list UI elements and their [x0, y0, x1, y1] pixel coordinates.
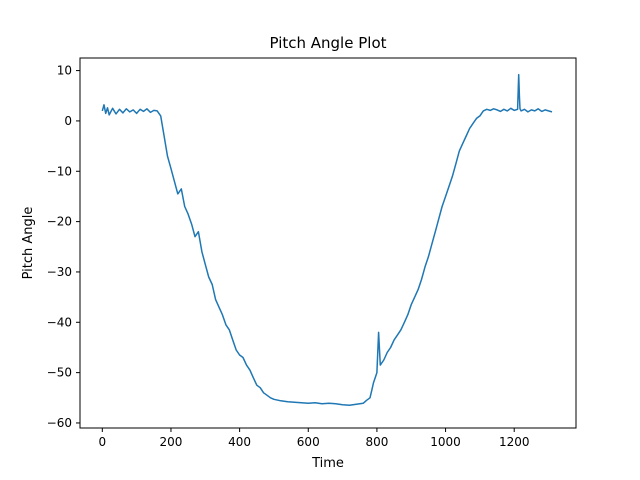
chart-title: Pitch Angle Plot	[269, 34, 386, 52]
x-axis-label: Time	[311, 456, 344, 471]
series-line-0	[101, 73, 553, 407]
axes-frame	[79, 57, 577, 429]
x-tick-label: 800	[365, 435, 388, 449]
y-tick-label: −30	[47, 265, 72, 279]
y-tick-label: −20	[47, 215, 72, 229]
x-tick-label: 400	[228, 435, 251, 449]
plot-area	[101, 73, 553, 407]
y-tick-label: −50	[47, 366, 72, 380]
x-tick-label: 0	[98, 435, 106, 449]
y-tick-label: −40	[47, 315, 72, 329]
y-axis-label: Pitch Angle	[21, 207, 36, 280]
y-axis-ticks: 10 0 −10 −20 −30 −40 −50 −60	[47, 64, 80, 430]
x-tick-label: 600	[297, 435, 320, 449]
x-tick-label: 200	[160, 435, 183, 449]
y-tick-label: −10	[47, 164, 72, 178]
x-tick-label: 1000	[430, 435, 461, 449]
y-tick-label: 10	[57, 64, 72, 78]
y-tick-label: −60	[47, 416, 72, 430]
x-axis-ticks: 0 200 400 600 800 1000 1200	[98, 428, 529, 449]
x-tick-label: 1200	[499, 435, 530, 449]
y-tick-label: 0	[64, 114, 72, 128]
